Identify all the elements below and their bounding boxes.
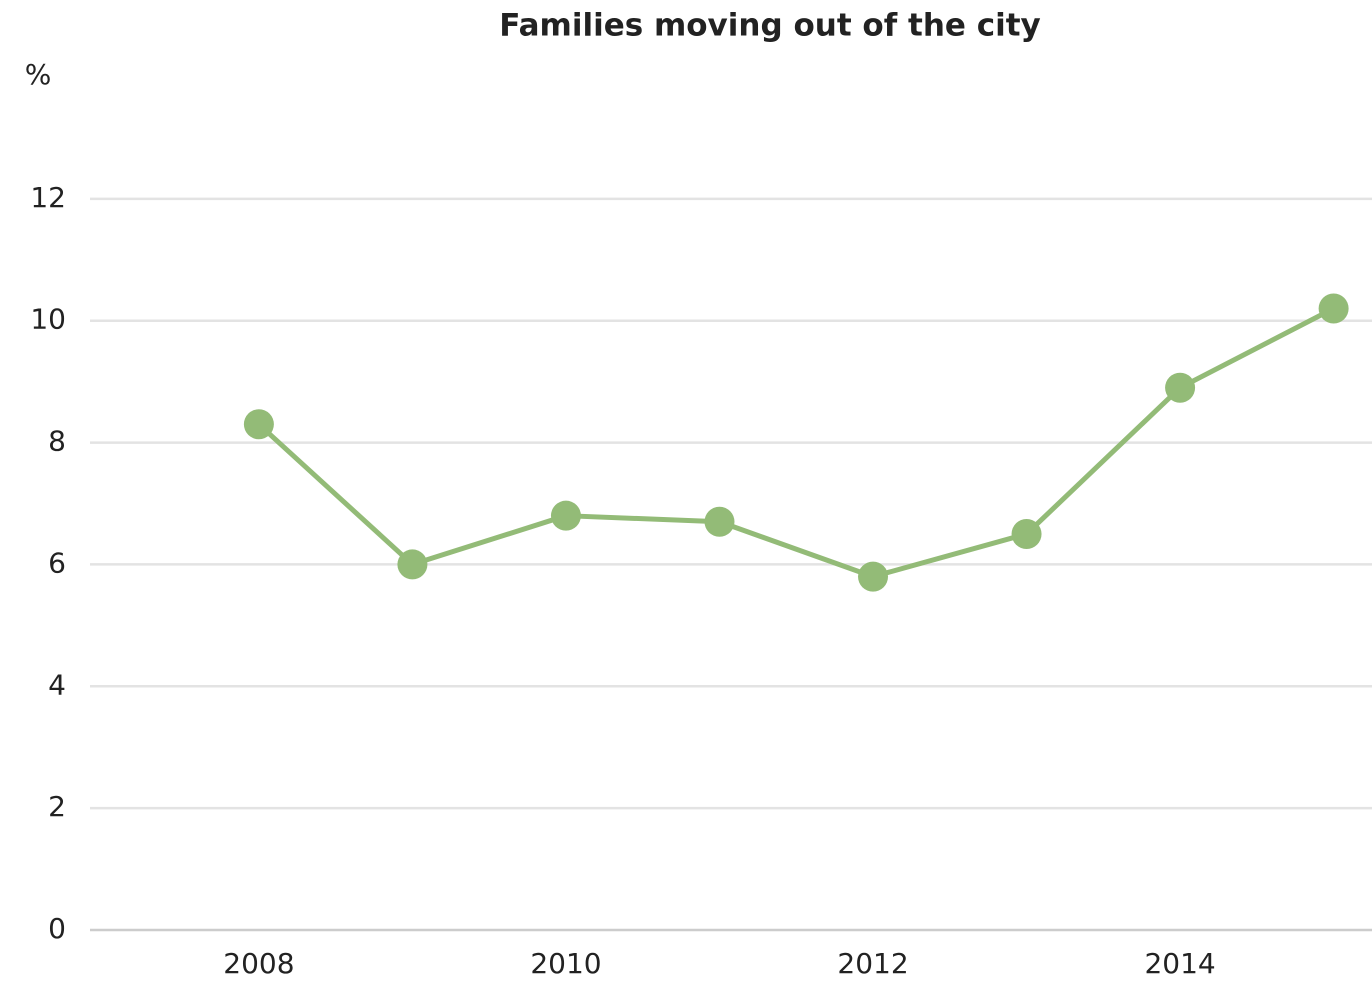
data-point [1165, 372, 1196, 403]
y-tick-label: 0 [48, 912, 66, 945]
x-tick-label: 2012 [837, 947, 908, 980]
y-axis-label: % [25, 58, 52, 91]
y-tick-label: 6 [48, 546, 66, 579]
data-point [243, 409, 274, 440]
y-tick-label: 12 [30, 181, 66, 214]
data-point [858, 561, 889, 592]
x-tick-label: 2014 [1144, 947, 1215, 980]
y-tick-label: 4 [48, 668, 66, 701]
y-tick-label: 10 [30, 303, 66, 336]
data-point [1318, 293, 1349, 324]
chart-title: Families moving out of the city [499, 8, 1041, 44]
x-tick-label: 2010 [530, 947, 601, 980]
data-point [397, 549, 428, 580]
x-tick-label: 2008 [223, 947, 294, 980]
data-point [704, 506, 735, 537]
data-line [257, 306, 1335, 580]
data-point [1011, 518, 1042, 549]
data-point [550, 500, 581, 531]
y-tick-label: 2 [48, 790, 66, 823]
y-tick-label: 8 [48, 425, 66, 458]
